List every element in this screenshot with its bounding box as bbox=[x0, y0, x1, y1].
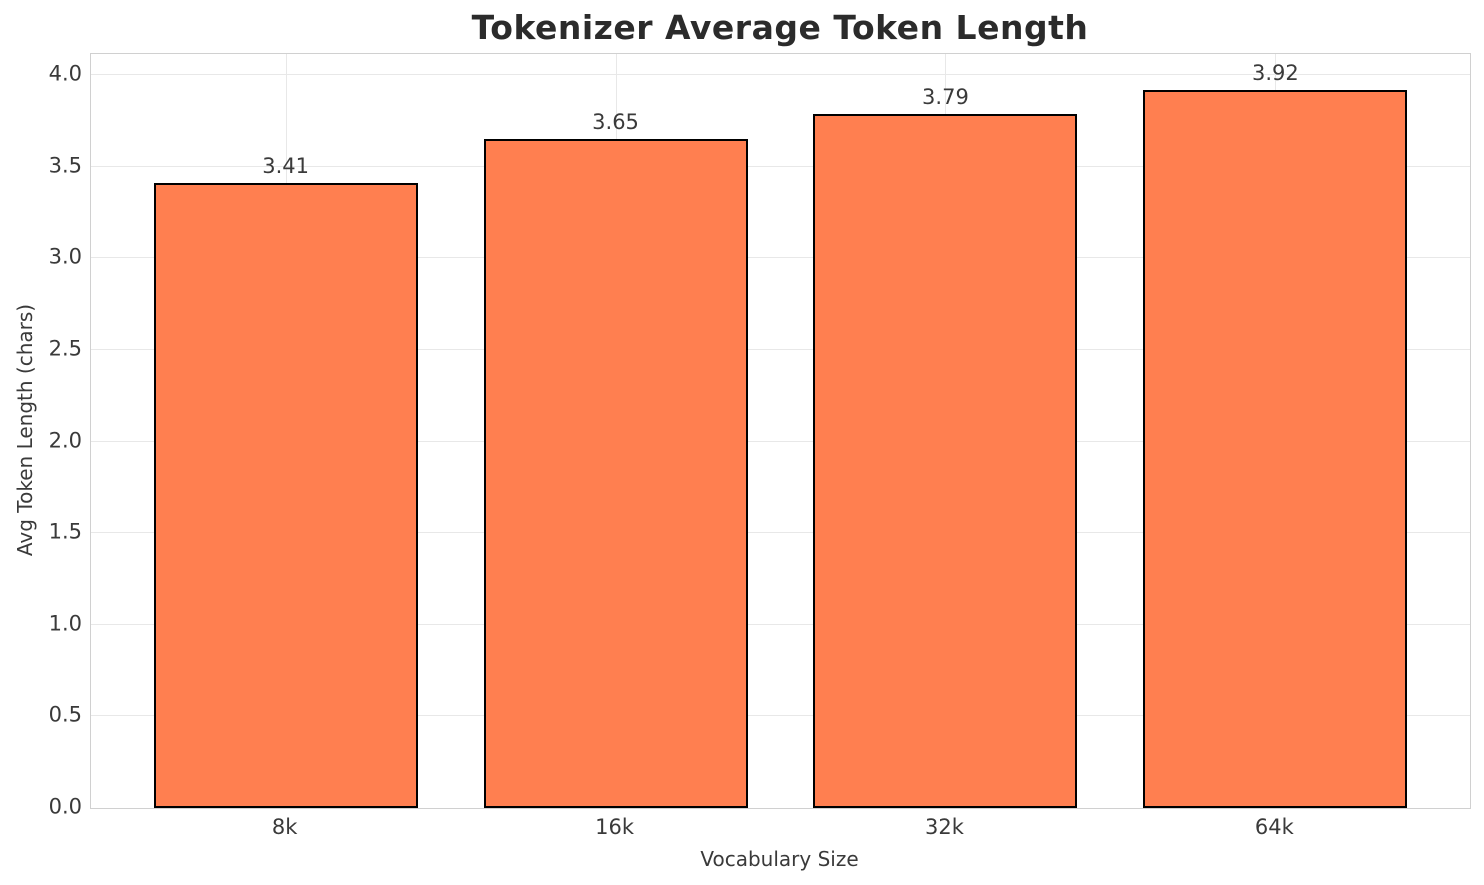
chart-title: Tokenizer Average Token Length bbox=[471, 8, 1089, 47]
h-gridline bbox=[91, 715, 1470, 717]
bar-value-label: 3.79 bbox=[922, 84, 969, 109]
x-axis-label: Vocabulary Size bbox=[700, 847, 859, 871]
bar bbox=[1143, 89, 1408, 808]
h-gridline bbox=[91, 349, 1470, 351]
bar-value-label: 3.65 bbox=[592, 110, 639, 135]
x-tick-label: 64k bbox=[1254, 815, 1294, 839]
h-gridline bbox=[91, 257, 1470, 259]
bar bbox=[813, 113, 1078, 808]
y-tick-label: 2.5 bbox=[48, 336, 82, 361]
y-tick-labels: 0.0 0.5 1.0 1.5 2.0 2.5 3.0 3.5 4.0 bbox=[0, 53, 82, 817]
y-tick-label: 1.0 bbox=[48, 611, 82, 636]
y-tick-label: 0.0 bbox=[48, 794, 82, 819]
x-tick-label: 8k bbox=[271, 815, 298, 839]
plot-area: 3.41 3.65 3.79 3.92 bbox=[90, 53, 1471, 809]
bar-value-label: 3.41 bbox=[262, 154, 310, 179]
bar bbox=[153, 183, 418, 808]
h-gridline bbox=[91, 165, 1470, 167]
bar-value-label: 3.92 bbox=[1251, 60, 1299, 85]
y-tick-label: 2.0 bbox=[48, 428, 82, 453]
y-tick-label: 4.0 bbox=[48, 61, 82, 86]
y-tick-label: 0.5 bbox=[48, 702, 82, 727]
y-tick-label: 3.5 bbox=[48, 153, 82, 178]
h-gridline bbox=[91, 74, 1470, 76]
h-gridline bbox=[91, 623, 1470, 625]
h-gridline bbox=[91, 440, 1470, 442]
x-tick-labels: 8k 16k 32k 64k bbox=[90, 815, 1469, 843]
y-tick-label: 1.5 bbox=[48, 519, 82, 544]
x-tick-label: 32k bbox=[924, 815, 964, 839]
h-gridline bbox=[91, 532, 1470, 534]
x-tick-label: 16k bbox=[595, 815, 634, 839]
bar bbox=[483, 139, 748, 808]
y-tick-label: 3.0 bbox=[48, 244, 82, 269]
